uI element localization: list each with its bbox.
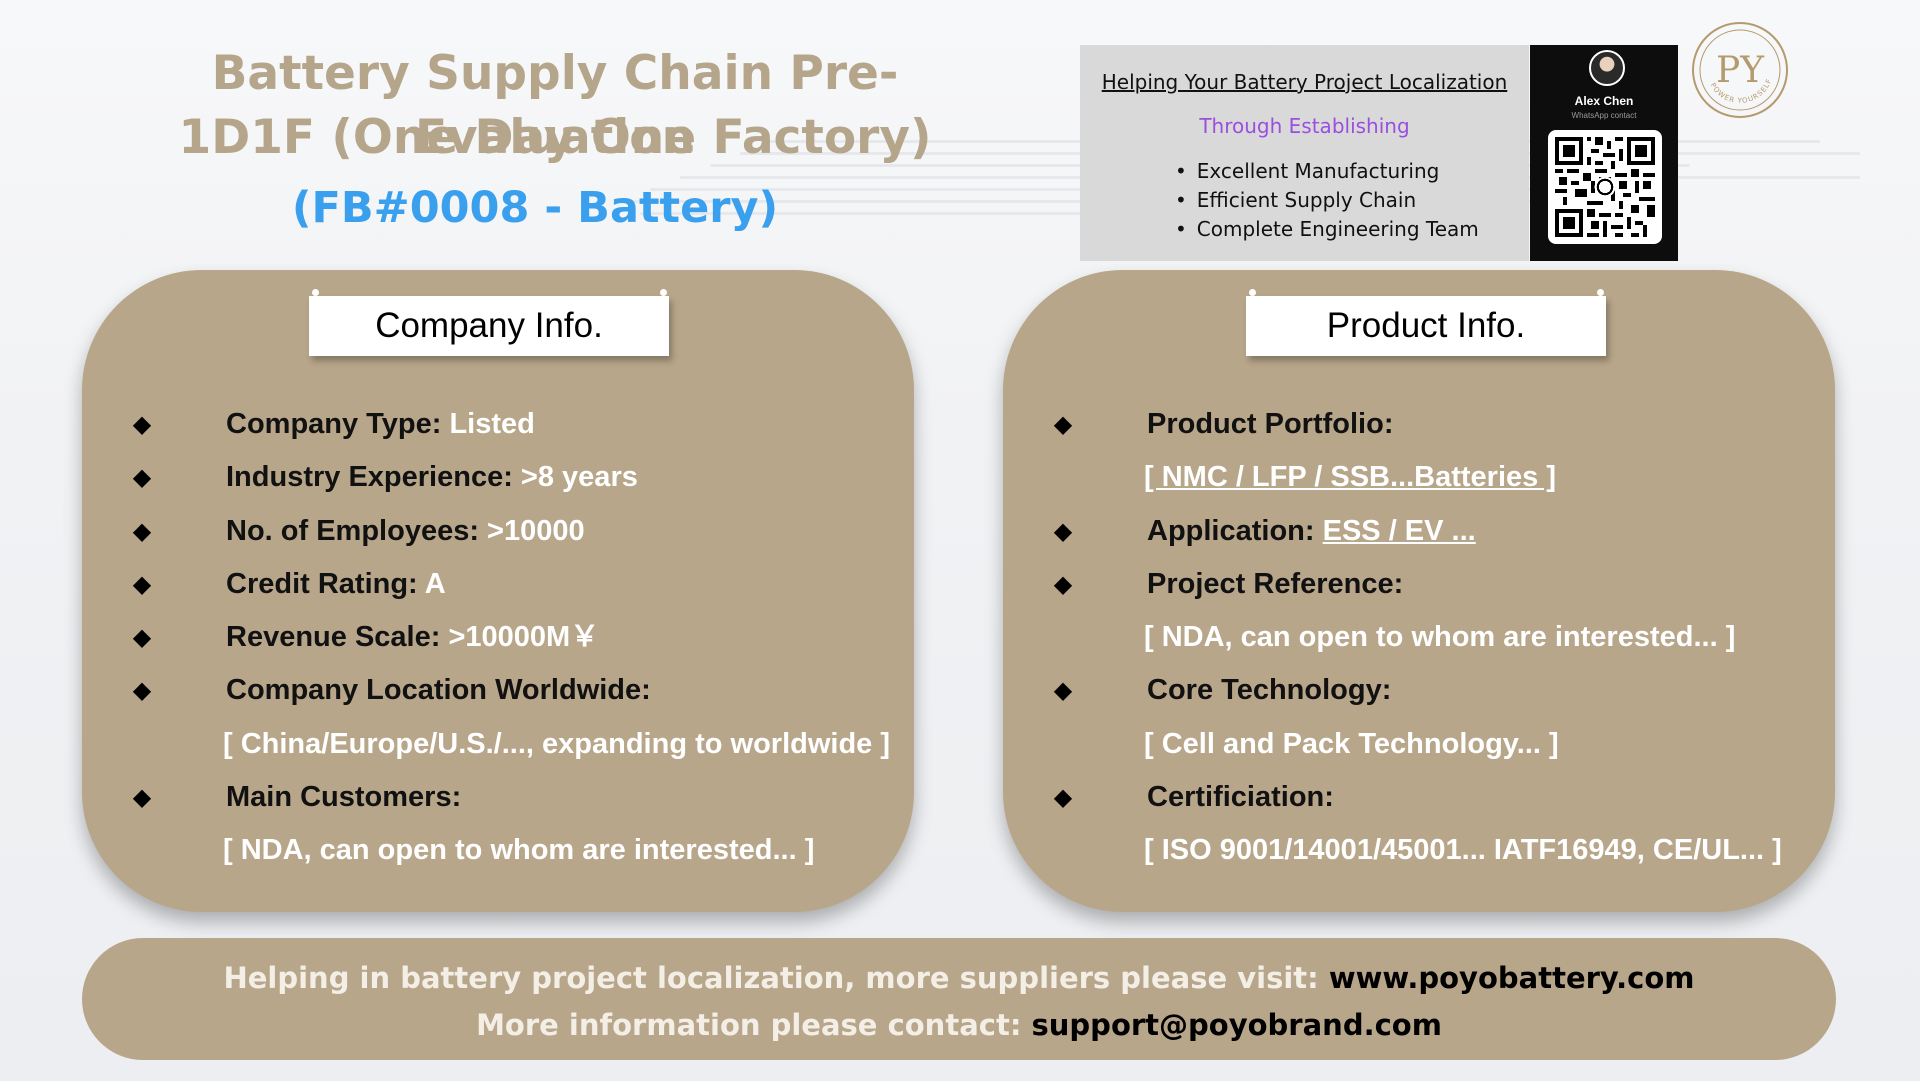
credit-rating-label: Credit Rating: (226, 567, 418, 600)
promo-headline: Helping Your Battery Project Localizatio… (1101, 70, 1508, 94)
diamond-bullet-icon: ◆ (132, 569, 152, 598)
diamond-bullet-icon: ◆ (132, 463, 152, 492)
customers-label: Main Customers: (226, 781, 462, 814)
footer-line-1: Helping in battery project localization,… (82, 956, 1836, 1000)
certification-label: Certificiation: (1147, 781, 1334, 814)
diamond-bullet-icon: ◆ (132, 676, 152, 705)
company-type-label: Company Type: (226, 408, 442, 440)
page-title-line1: Battery Supply Chain Pre-Evaluation (211, 46, 899, 165)
page-title-line2: 1D1F (One Day One Factory) (178, 110, 932, 165)
list-item: ◆ Project Reference: (1046, 558, 1816, 611)
revenue-scale-value: >10000M￥ (440, 621, 600, 654)
location-detail: [ China/Europe/U.S./..., expanding to wo… (223, 727, 891, 760)
list-item: ◆ Company Location Worldwide: (125, 664, 895, 717)
diamond-bullet-icon: ◆ (1053, 410, 1073, 438)
list-item: ◆ Industry Experience: >8 years (125, 451, 895, 504)
promo-box: Helping Your Battery Project Localizatio… (1080, 45, 1529, 261)
technology-detail: [ Cell and Pack Technology... ] (1144, 727, 1559, 760)
footer-contact-text: More information please contact: (476, 1008, 1032, 1042)
certification-detail: [ ISO 9001/14001/45001... IATF16949, CE/… (1144, 834, 1782, 867)
contact-card: Alex Chen WhatsApp contact (1530, 45, 1678, 261)
tab-corner-dot (660, 289, 667, 296)
contact-note: WhatsApp contact (1571, 111, 1637, 120)
diamond-bullet-icon: ◆ (1053, 676, 1073, 705)
list-item: ◆ Main Customers: (125, 771, 895, 824)
product-info-list: ◆ Product Portfolio: [ NMC / LFP / SSB...… (1046, 398, 1816, 878)
diamond-bullet-icon: ◆ (132, 783, 152, 812)
application-label: Application: (1147, 514, 1315, 547)
portfolio-detail-link[interactable]: [ NMC / LFP / SSB...Batteries ] (1144, 461, 1556, 494)
brand-logo-icon: PY POWER YOURSELF (1692, 22, 1788, 118)
email-link[interactable]: support@poyobrand.com (1031, 1008, 1442, 1042)
employees-value: >10000 (479, 514, 585, 547)
list-item: ◆ Revenue Scale: >10000M￥ (125, 611, 895, 664)
diamond-bullet-icon: ◆ (1053, 569, 1073, 598)
promo-item: Excellent Manufacturing (1175, 157, 1479, 186)
tab-corner-dot (312, 289, 319, 296)
footer-banner: Helping in battery project localization,… (82, 938, 1836, 1060)
list-item: [ NMC / LFP / SSB...Batteries ] (1046, 451, 1816, 504)
product-info-panel: Product Info. ◆ Product Portfolio: [ NMC … (1003, 270, 1835, 912)
reference-detail: [ NDA, can open to whom are interested..… (1144, 621, 1736, 654)
tab-corner-dot (1249, 289, 1256, 296)
customers-detail: [ NDA, can open to whom are interested..… (223, 834, 815, 867)
diamond-bullet-icon: ◆ (1053, 516, 1073, 545)
list-item: [ ISO 9001/14001/45001... IATF16949, CE/… (1046, 824, 1816, 877)
list-item: ◆ Company Type: Listed (125, 398, 895, 451)
diamond-bullet-icon: ◆ (132, 516, 152, 545)
company-type-value: Listed (441, 408, 535, 440)
list-item: [ China/Europe/U.S./..., expanding to wo… (125, 718, 895, 771)
industry-experience-value: >8 years (512, 461, 638, 494)
list-item: ◆ No. of Employees: >10000 (125, 505, 895, 558)
list-item: ◆ Product Portfolio: (1046, 398, 1816, 451)
list-item: [ Cell and Pack Technology... ] (1046, 718, 1816, 771)
list-item: ◆ Certificiation: (1046, 771, 1816, 824)
list-item: ◆ Core Technology: (1046, 664, 1816, 717)
promo-item: Complete Engineering Team (1175, 215, 1479, 244)
promo-list: Excellent Manufacturing Efficient Supply… (1175, 157, 1479, 244)
company-info-heading: Company Info. (309, 296, 669, 356)
list-item: [ NDA, can open to whom are interested..… (125, 824, 895, 877)
promo-item: Efficient Supply Chain (1175, 186, 1479, 215)
industry-experience-label: Industry Experience: (226, 461, 513, 494)
list-item: ◆ Application: ESS / EV ... (1046, 505, 1816, 558)
product-info-heading: Product Info. (1246, 296, 1606, 356)
footer-line-2: More information please contact: support… (82, 1003, 1836, 1047)
diamond-bullet-icon: ◆ (132, 623, 152, 652)
brand-logo-text: PY (1716, 50, 1765, 91)
company-info-panel: Company Info. ◆ Company Type: Listed ◆ Ind… (82, 270, 914, 912)
qr-code-icon[interactable] (1548, 130, 1662, 244)
avatar (1589, 50, 1625, 86)
diamond-bullet-icon: ◆ (1053, 783, 1073, 812)
application-link[interactable]: ESS / EV ... (1322, 514, 1476, 547)
location-label: Company Location Worldwide: (226, 674, 651, 707)
promo-subheadline: Through Establishing (1199, 114, 1410, 138)
diamond-bullet-icon: ◆ (132, 410, 152, 438)
employees-label: No. of Employees: (226, 514, 479, 547)
company-info-list: ◆ Company Type: Listed ◆ Industry Experien… (125, 398, 895, 878)
list-item: [ NDA, can open to whom are interested..… (1046, 611, 1816, 664)
list-item: ◆ Credit Rating: A (125, 558, 895, 611)
tab-corner-dot (1597, 289, 1604, 296)
reference-label: Project Reference: (1147, 567, 1404, 600)
website-link[interactable]: www.poyobattery.com (1328, 961, 1695, 995)
portfolio-label: Product Portfolio: (1147, 408, 1394, 440)
technology-label: Core Technology: (1147, 674, 1392, 707)
contact-name: Alex Chen (1574, 94, 1634, 108)
revenue-scale-label: Revenue Scale: (226, 621, 441, 654)
page-subtitle: (FB#0008 - Battery) (291, 183, 779, 233)
credit-rating-value: A (417, 567, 446, 600)
footer-visit-text: Helping in battery project localization,… (223, 961, 1329, 995)
